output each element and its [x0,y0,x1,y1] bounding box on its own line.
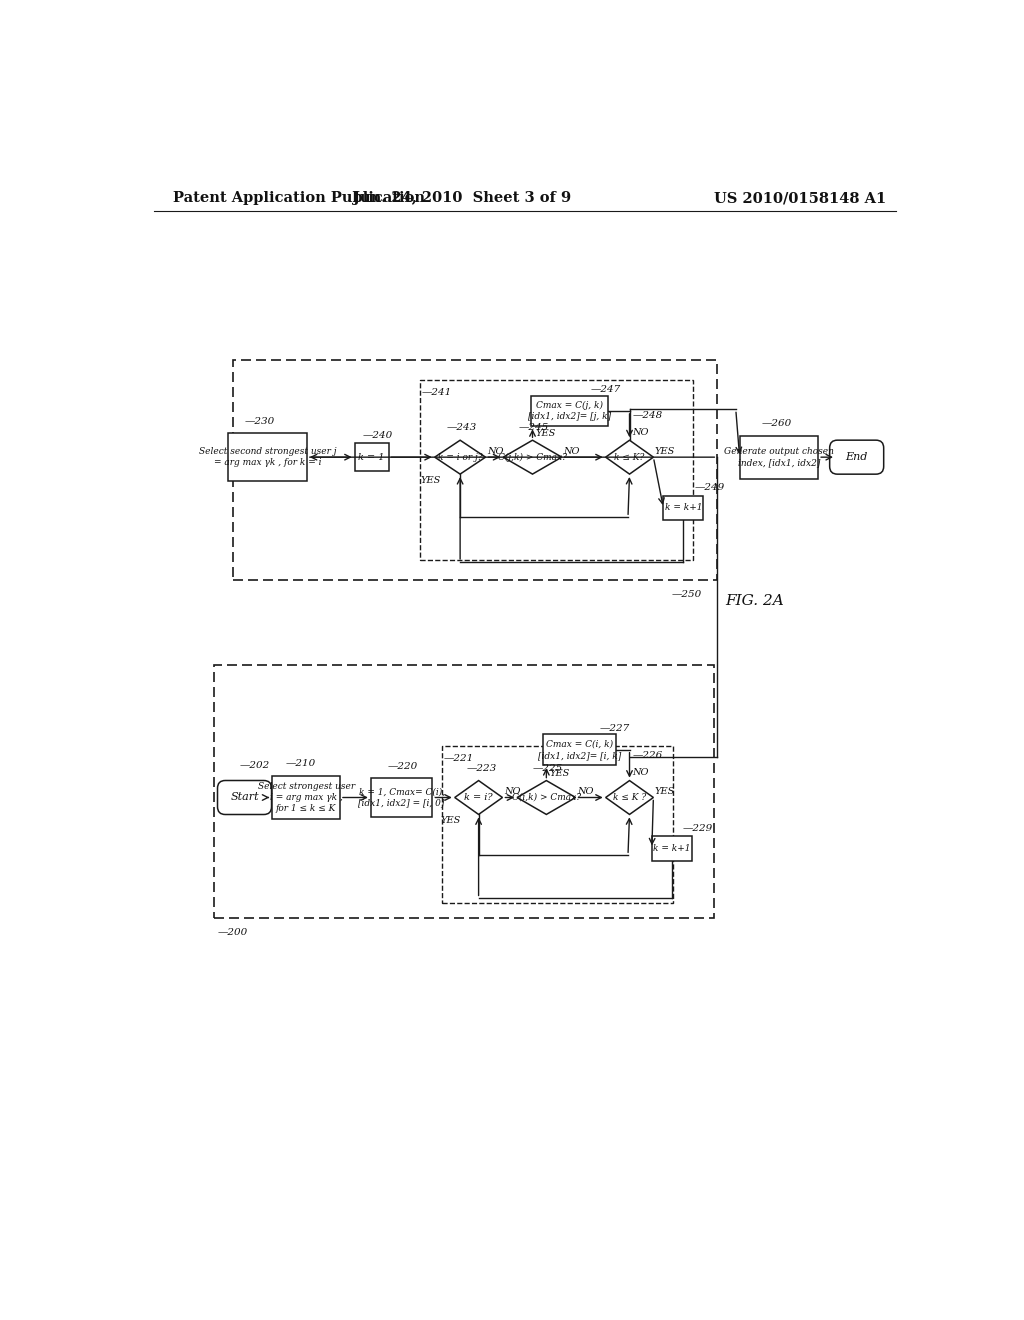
Polygon shape [503,441,562,474]
Polygon shape [455,780,503,814]
Text: —241: —241 [422,388,452,397]
Polygon shape [605,441,653,474]
FancyBboxPatch shape [543,734,616,766]
Text: —240: —240 [362,432,392,440]
Polygon shape [517,780,575,814]
Text: NO: NO [563,446,580,455]
Text: NO: NO [504,787,520,796]
Text: —247: —247 [591,385,622,393]
FancyBboxPatch shape [228,433,307,480]
Text: Cmax = C(j, k)
[idx1, idx2]= [j, k]: Cmax = C(j, k) [idx1, idx2]= [j, k] [528,401,611,421]
Text: —245: —245 [518,424,549,433]
Text: k = i?: k = i? [464,793,493,803]
Bar [442,746,674,903]
Polygon shape [605,780,653,814]
Text: YES: YES [536,429,556,438]
Text: YES: YES [421,475,441,484]
Bar [233,360,717,581]
Text: Select second strongest user j
= arg max γk , for k = i: Select second strongest user j = arg max… [199,447,336,467]
Text: YES: YES [655,787,675,796]
Text: —200: —200 [217,928,248,937]
Text: YES: YES [550,770,569,777]
Text: —220: —220 [388,762,418,771]
Text: —243: —243 [446,424,476,433]
FancyBboxPatch shape [217,780,271,814]
Text: —248: —248 [633,411,663,420]
Text: —250: —250 [672,590,701,599]
FancyBboxPatch shape [664,496,703,520]
Text: NO: NO [633,428,649,437]
Text: YES: YES [441,816,461,825]
Text: YES: YES [655,446,675,455]
Text: FIG. 2A: FIG. 2A [725,594,783,609]
Text: —210: —210 [286,759,316,768]
Bar [420,380,692,561]
Polygon shape [435,441,485,474]
Text: —230: —230 [245,417,274,426]
Text: —226: —226 [633,751,663,760]
Text: k = k+1: k = k+1 [665,503,702,512]
Text: End: End [846,453,868,462]
Text: C(i,k) > Cmax?: C(i,k) > Cmax? [512,793,581,803]
Text: k ≤ K ?: k ≤ K ? [613,793,646,803]
Text: Jun. 24, 2010  Sheet 3 of 9: Jun. 24, 2010 Sheet 3 of 9 [352,191,570,206]
Text: —225: —225 [532,764,563,772]
Text: NO: NO [487,446,504,455]
Text: k = 1, Cmax= C(i),
[idx1, idx2] = [i, 0]: k = 1, Cmax= C(i), [idx1, idx2] = [i, 0] [358,788,444,808]
Text: —221: —221 [444,754,474,763]
Text: —202: —202 [240,760,270,770]
Text: C(j,k) > Cmax?: C(j,k) > Cmax? [498,453,567,462]
Bar [214,665,714,919]
Text: Cmax = C(i, k)
[idx1, idx2]= [i, k]: Cmax = C(i, k) [idx1, idx2]= [i, k] [538,739,622,760]
FancyBboxPatch shape [652,836,692,861]
Text: k = 1: k = 1 [358,453,385,462]
Text: k ≤ K?: k ≤ K? [614,453,645,462]
FancyBboxPatch shape [354,444,388,471]
Text: NO: NO [578,787,594,796]
FancyBboxPatch shape [531,396,608,426]
Text: —260: —260 [762,418,793,428]
Text: Start: Start [230,792,259,803]
Text: —223: —223 [466,764,497,772]
FancyBboxPatch shape [371,779,432,817]
Text: —227: —227 [599,723,630,733]
Text: Patent Application Publication: Patent Application Publication [173,191,425,206]
Text: —249: —249 [694,483,724,492]
Text: —229: —229 [683,824,713,833]
FancyBboxPatch shape [272,776,340,818]
Text: Generate output chosen
index, [idx1, idx2]: Generate output chosen index, [idx1, idx… [724,447,834,467]
FancyBboxPatch shape [739,436,818,479]
Text: k = i or j?: k = i or j? [438,453,482,462]
Text: NO: NO [633,768,649,777]
Text: Select strongest user
i = arg max γk ,
for 1 ≤ k ≤ K: Select strongest user i = arg max γk , f… [258,781,354,813]
Text: k = k+1: k = k+1 [653,843,690,853]
FancyBboxPatch shape [829,440,884,474]
Text: US 2010/0158148 A1: US 2010/0158148 A1 [715,191,887,206]
